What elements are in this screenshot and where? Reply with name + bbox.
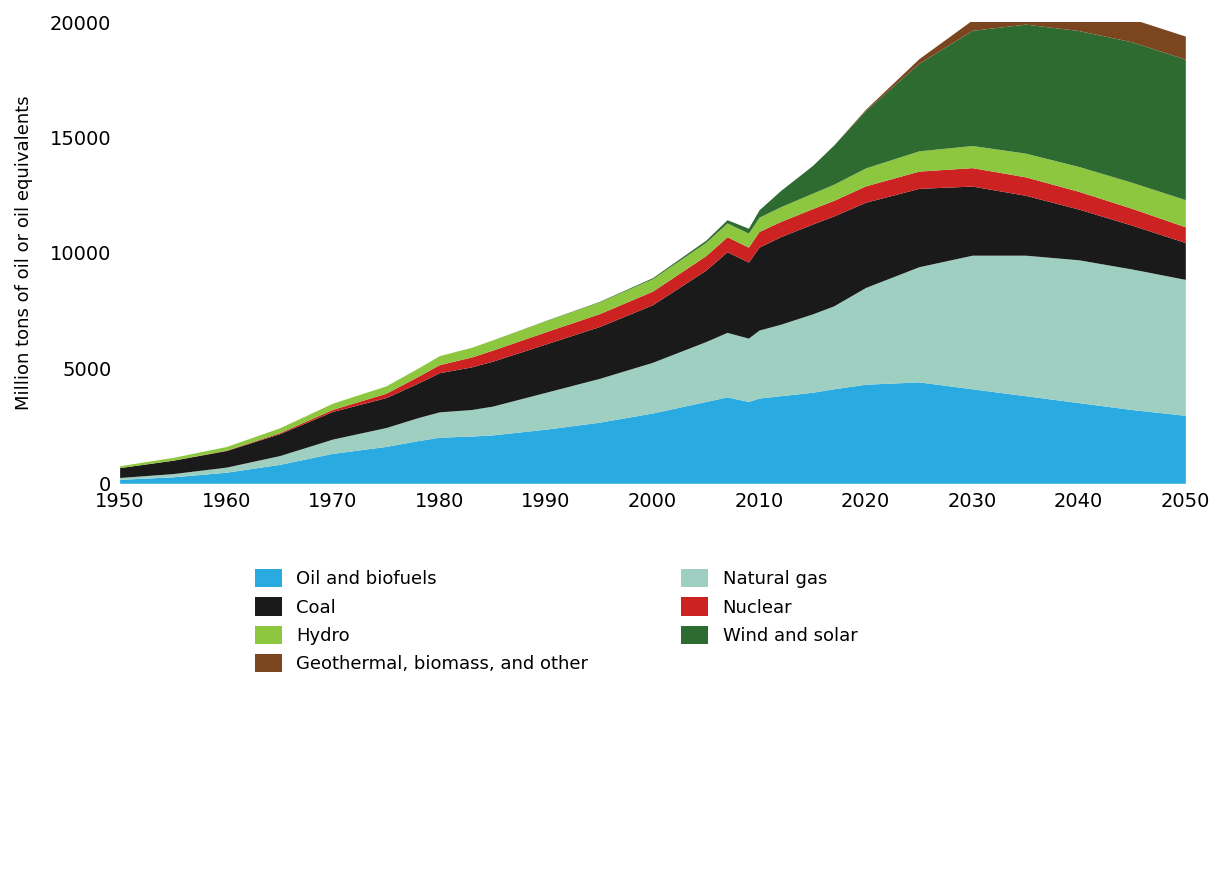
Y-axis label: Million tons of oil or oil equivalents: Million tons of oil or oil equivalents bbox=[15, 96, 33, 410]
Legend: Natural gas, Nuclear, Wind and solar: Natural gas, Nuclear, Wind and solar bbox=[674, 561, 865, 652]
